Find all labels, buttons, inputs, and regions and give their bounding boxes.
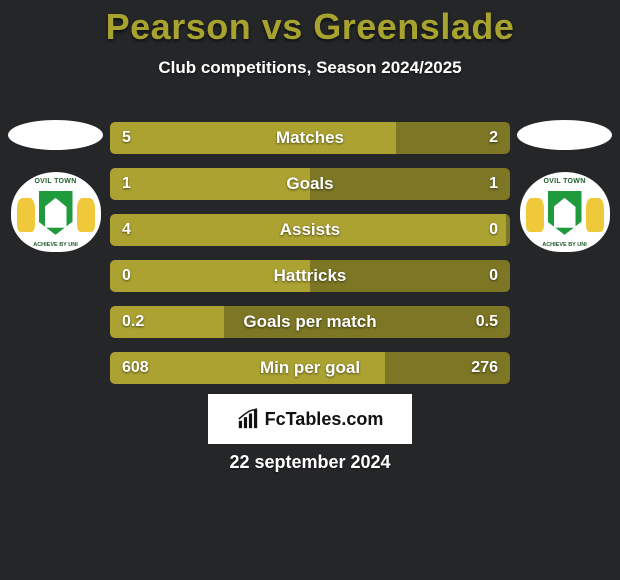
bar-value-right: 0 — [489, 214, 498, 246]
bar-value-right: 2 — [489, 122, 498, 154]
crest-shield-icon — [548, 191, 582, 235]
bar-value-left: 0 — [122, 260, 131, 292]
club-crest-left: OVIL TOWN ACHIEVE BY UNI — [11, 172, 101, 252]
bar-metric-label: Goals per match — [110, 306, 510, 338]
bar-value-left: 608 — [122, 352, 149, 384]
page-title: Pearson vs Greenslade — [0, 0, 620, 48]
crest-shield-icon — [39, 191, 73, 235]
bar-value-right: 0 — [489, 260, 498, 292]
chart-icon — [237, 408, 259, 430]
bar-value-left: 1 — [122, 168, 131, 200]
nation-ellipse-left — [8, 120, 103, 150]
date-label: 22 september 2024 — [0, 452, 620, 473]
crest-lion-icon — [17, 198, 35, 232]
comparison-row: Matches5 2 — [110, 122, 510, 154]
bar-value-left: 0.2 — [122, 306, 144, 338]
bar-value-right: 276 — [471, 352, 498, 384]
comparison-chart: Matches52Goals11Assists40Hattricks00Goal… — [110, 122, 510, 398]
bar-metric-label: Min per goal — [110, 352, 510, 384]
watermark: FcTables.com — [208, 394, 412, 444]
bar-metric-label: Assists — [110, 214, 510, 246]
crest-lion-icon — [586, 198, 604, 232]
club-crest-right: OVIL TOWN ACHIEVE BY UNI — [520, 172, 610, 252]
crest-text-top: OVIL TOWN — [11, 178, 101, 185]
crest-lion-icon — [526, 198, 544, 232]
watermark-text: FcTables.com — [265, 409, 384, 430]
bar-metric-label: Hattricks — [110, 260, 510, 292]
comparison-row: Goals per match0.2 0.5 — [110, 306, 510, 338]
page-subtitle: Club competitions, Season 2024/2025 — [0, 58, 620, 78]
bar-metric-label: Goals — [110, 168, 510, 200]
bar-value-right: 1 — [489, 168, 498, 200]
player-right-badges: OVIL TOWN ACHIEVE BY UNI — [517, 120, 612, 252]
bar-value-left: 4 — [122, 214, 131, 246]
comparison-row: Assists4 0 — [110, 214, 510, 246]
comparison-row: Goals1 1 — [110, 168, 510, 200]
bar-value-left: 5 — [122, 122, 131, 154]
crest-text-bottom: ACHIEVE BY UNI — [11, 242, 101, 248]
crest-text-bottom: ACHIEVE BY UNI — [520, 242, 610, 248]
bar-metric-label: Matches — [110, 122, 510, 154]
crest-text-top: OVIL TOWN — [520, 178, 610, 185]
crest-lion-icon — [77, 198, 95, 232]
nation-ellipse-right — [517, 120, 612, 150]
bar-value-right: 0.5 — [476, 306, 498, 338]
comparison-row: Hattricks0 0 — [110, 260, 510, 292]
comparison-row: Min per goal608 276 — [110, 352, 510, 384]
player-left-badges: OVIL TOWN ACHIEVE BY UNI — [8, 120, 103, 252]
